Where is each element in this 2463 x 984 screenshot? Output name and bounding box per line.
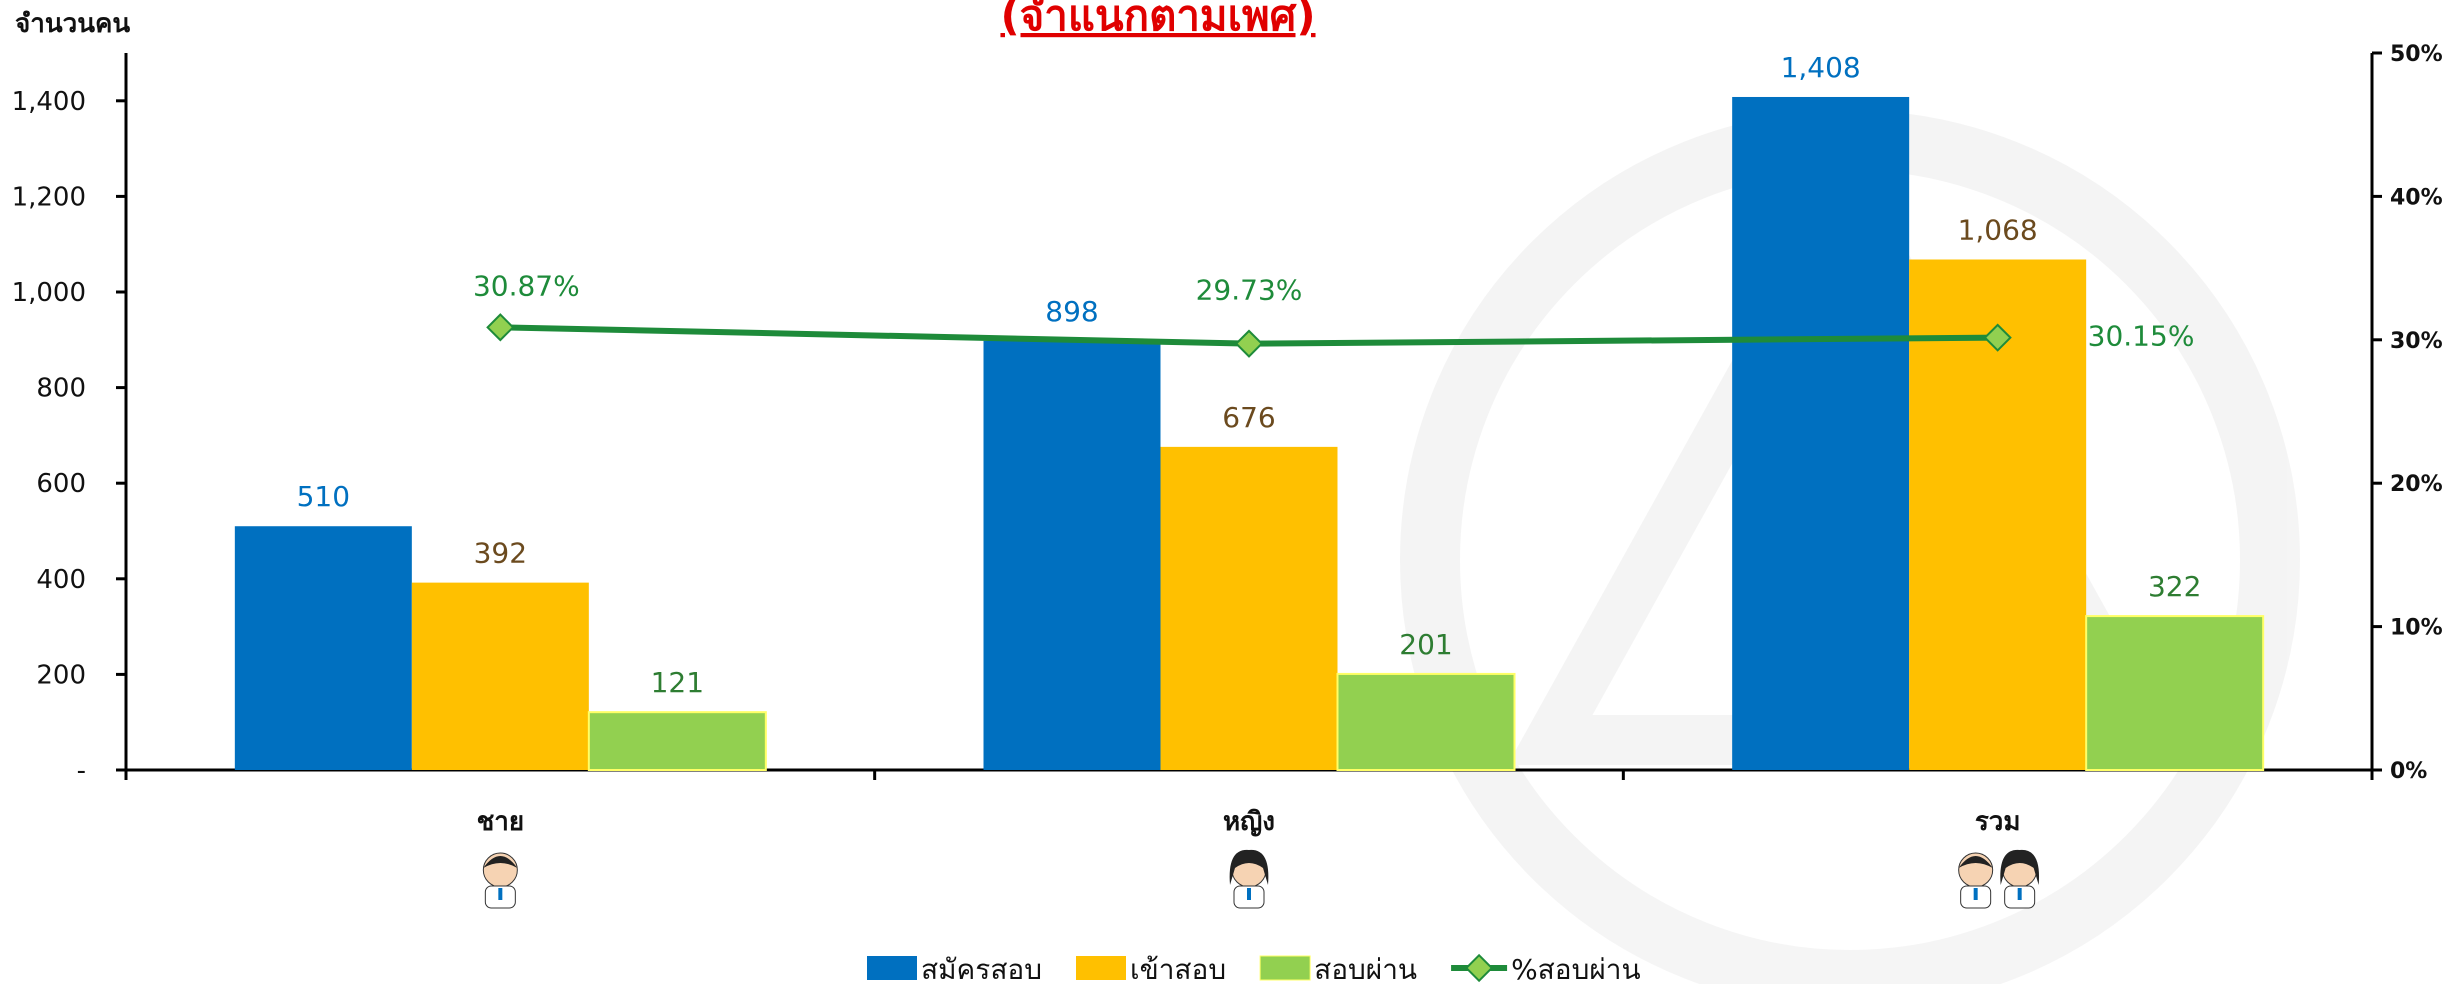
legend-swatch (867, 956, 917, 980)
legend-label: สอบผ่าน (1314, 953, 1417, 984)
y2-tick-label: 10% (2390, 616, 2443, 641)
bar (235, 526, 412, 770)
y-tick-label: 600 (36, 469, 86, 499)
chart: (จำแนกตามเพศ) จำนวนคน - 200 400 600 800 1,000… (0, 0, 2463, 984)
y2-tick-label: 20% (2390, 472, 2443, 497)
y-tick-label: 200 (36, 660, 86, 690)
icon-tie (1247, 888, 1251, 900)
y2-tick-label: 50% (2390, 42, 2443, 67)
chart-title: (จำแนกตามเพศ) (1000, 0, 1315, 40)
x-tick-label: หญิง (1223, 807, 1275, 837)
legend-label: เข้าสอบ (1130, 953, 1226, 984)
y-axis-label: จำนวนคน (15, 9, 130, 39)
bar (1732, 97, 1909, 770)
data-label: 30.87% (473, 269, 580, 302)
y2-tick-label: 30% (2390, 329, 2443, 354)
bar (1161, 447, 1338, 770)
x-tick-label: รวม (1975, 807, 2021, 837)
y-tick-label: 1,200 (12, 182, 86, 212)
y-tick-label: 400 (36, 565, 86, 595)
legend-label: สมัครสอบ (921, 953, 1042, 984)
bar (984, 341, 1161, 770)
data-label: 30.15% (2088, 320, 2195, 353)
bar (1338, 674, 1515, 770)
data-label: 201 (1399, 628, 1452, 661)
data-label: 898 (1045, 295, 1098, 328)
y-tick-label: 800 (36, 374, 86, 404)
data-label: 392 (474, 537, 527, 570)
data-label: 1,068 (1958, 213, 2038, 246)
legend-label: %สอบผ่าน (1511, 953, 1641, 984)
data-label: 676 (1222, 401, 1275, 434)
bar (412, 583, 589, 770)
icon-tie (2018, 888, 2022, 900)
y-tick-label: 1,400 (12, 87, 86, 117)
data-label: 1,408 (1781, 51, 1861, 84)
icon-tie (1974, 888, 1978, 900)
legend-swatch (1260, 956, 1310, 980)
data-label: 121 (651, 666, 704, 699)
x-tick-label: ชาย (477, 807, 524, 837)
data-label: 510 (297, 480, 350, 513)
category-icons (483, 850, 2039, 908)
line-marker (1236, 331, 1261, 356)
bar (2086, 616, 2263, 770)
y-tick-label: 1,000 (12, 278, 86, 308)
data-label: 29.73% (1196, 274, 1303, 307)
y2-tick-label: 40% (2390, 185, 2443, 210)
legend-marker (1466, 955, 1491, 980)
line-marker (488, 315, 513, 340)
bar (589, 712, 766, 770)
data-label: 322 (2148, 570, 2201, 603)
icon-tie (498, 888, 502, 900)
y2-tick-label: 0% (2390, 759, 2427, 784)
y-tick-label: - (77, 756, 86, 786)
legend-swatch (1076, 956, 1126, 980)
